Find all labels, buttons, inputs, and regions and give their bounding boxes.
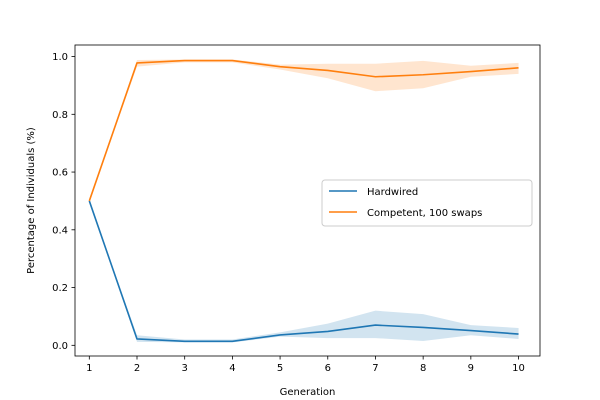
x-tick-label: 6 [325, 363, 331, 374]
band-competent [89, 59, 519, 201]
confidence-bands [89, 59, 519, 343]
band-hardwired [89, 200, 519, 343]
line-hardwired [88, 200, 519, 343]
legend-frame [321, 179, 533, 227]
x-axis-ticks: 1 2 3 4 5 6 7 8 9 10 [86, 356, 525, 374]
x-tick-label: 9 [468, 363, 474, 374]
x-tick-label: 8 [420, 363, 426, 374]
x-tick-label: 7 [372, 363, 378, 374]
y-axis-label: Percentage of Individuals (%) [26, 127, 37, 274]
x-tick-label: 5 [277, 363, 283, 374]
series-lines [88, 59, 519, 343]
legend-label-competent: Competent, 100 swaps [367, 208, 482, 219]
x-tick-label: 2 [134, 363, 140, 374]
y-axis-ticks: 0.0 0.2 0.4 0.6 0.8 1.0 [52, 52, 75, 352]
plot-frame [74, 44, 541, 357]
legend-label-hardwired: Hardwired [367, 187, 418, 198]
x-tick-label: 1 [86, 363, 92, 374]
y-tick-label: 0.0 [52, 341, 68, 352]
y-tick-label: 0.8 [52, 110, 68, 121]
line-competent [88, 59, 519, 202]
x-tick-label: 3 [182, 363, 188, 374]
legend: Hardwired Competent, 100 swaps [321, 179, 533, 227]
x-tick-label: 4 [229, 363, 235, 374]
y-tick-label: 0.2 [52, 283, 68, 294]
y-tick-label: 1.0 [52, 52, 68, 63]
y-tick-label: 0.4 [52, 225, 68, 236]
x-axis-label: Generation [280, 387, 336, 398]
y-tick-label: 0.6 [52, 168, 68, 179]
x-tick-label: 10 [512, 363, 525, 374]
